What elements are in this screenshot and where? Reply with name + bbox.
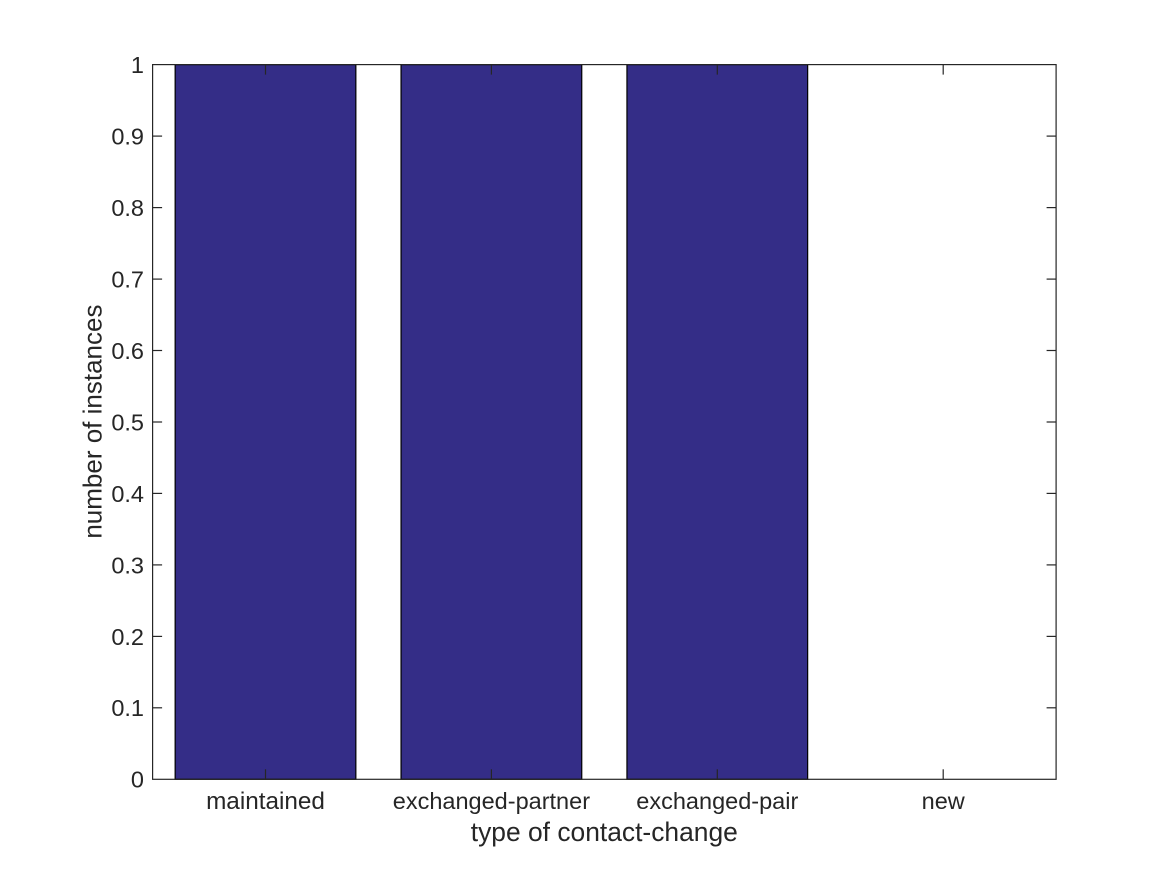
svg-text:0.9: 0.9 — [111, 124, 144, 150]
svg-text:0.2: 0.2 — [111, 624, 144, 650]
svg-text:0.8: 0.8 — [111, 195, 144, 221]
svg-text:exchanged-partner: exchanged-partner — [393, 788, 590, 814]
svg-text:0: 0 — [131, 767, 144, 793]
svg-text:0.3: 0.3 — [111, 552, 144, 578]
svg-text:0.1: 0.1 — [111, 695, 144, 721]
svg-text:type of contact-change: type of contact-change — [471, 817, 738, 847]
svg-text:maintained: maintained — [206, 788, 325, 815]
svg-text:0.7: 0.7 — [111, 267, 144, 293]
svg-text:0.6: 0.6 — [111, 338, 144, 364]
svg-text:new: new — [922, 788, 966, 814]
svg-text:exchanged-pair: exchanged-pair — [636, 788, 798, 814]
svg-text:number of instances: number of instances — [78, 305, 108, 539]
svg-text:1: 1 — [131, 52, 144, 78]
svg-text:0.4: 0.4 — [111, 481, 144, 507]
svg-text:0.5: 0.5 — [111, 409, 144, 435]
